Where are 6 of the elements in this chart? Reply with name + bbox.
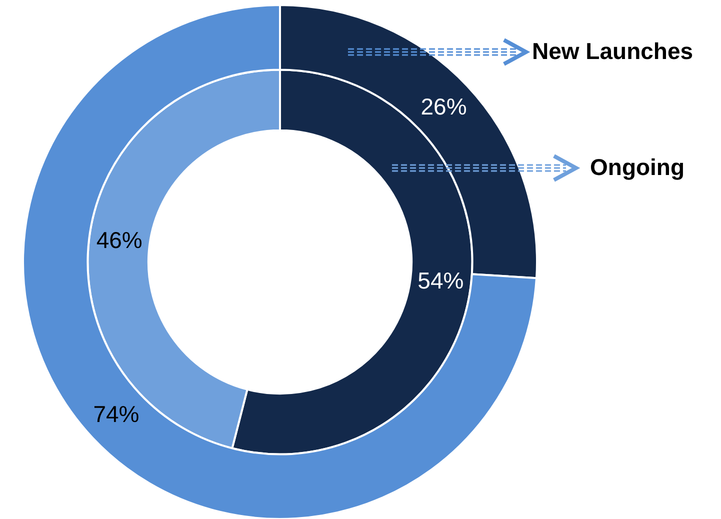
data-label: 26% bbox=[420, 94, 467, 120]
legend-label: New Launches bbox=[532, 38, 694, 65]
data-label: 74% bbox=[93, 401, 140, 428]
legend-label: Ongoing bbox=[590, 154, 685, 181]
data-label: 54% bbox=[418, 268, 464, 294]
data-label: 46% bbox=[96, 227, 142, 254]
